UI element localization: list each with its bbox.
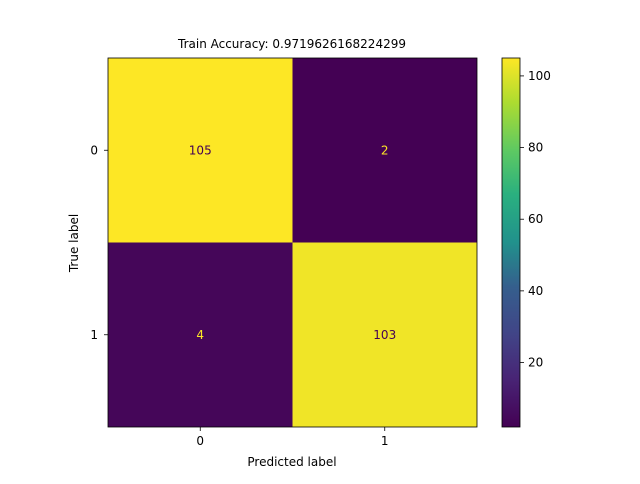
colorbar: 20 40 60 80 100 [501, 57, 551, 428]
colorbar-gradient [501, 57, 521, 428]
colorbar-tick-label: 80 [528, 141, 543, 155]
heatmap-cell-0-1 [292, 58, 477, 243]
y-axis-ticks: 01 [90, 143, 108, 342]
plot-frame [107, 57, 478, 428]
colorbar-tick-label: 60 [528, 212, 543, 226]
colorbar-tick-label: 40 [528, 284, 543, 298]
cell-value-label: 103 [373, 328, 396, 342]
y-tick-label: 1 [90, 328, 98, 342]
heatmap-cell-1-1 [292, 242, 477, 427]
heatmap-cell-0-0 [108, 58, 293, 243]
cell-value-label: 105 [189, 143, 212, 157]
chart-title: Train Accuracy: 0.9719626168224299 [177, 37, 406, 51]
heatmap-cell-1-0 [108, 242, 293, 427]
cell-value-label: 2 [381, 143, 389, 157]
heatmap-area: 105 2 4 103 [107, 57, 478, 428]
y-tick-label: 0 [90, 143, 98, 157]
y-axis-label: True label [67, 214, 81, 273]
cell-value-label: 4 [196, 328, 204, 342]
colorbar-tick-label: 100 [528, 69, 551, 83]
colorbar-tick-label: 20 [528, 356, 543, 370]
x-axis-label: Predicted label [247, 455, 336, 469]
x-tick-label: 0 [196, 434, 204, 448]
x-tick-label: 1 [381, 434, 389, 448]
